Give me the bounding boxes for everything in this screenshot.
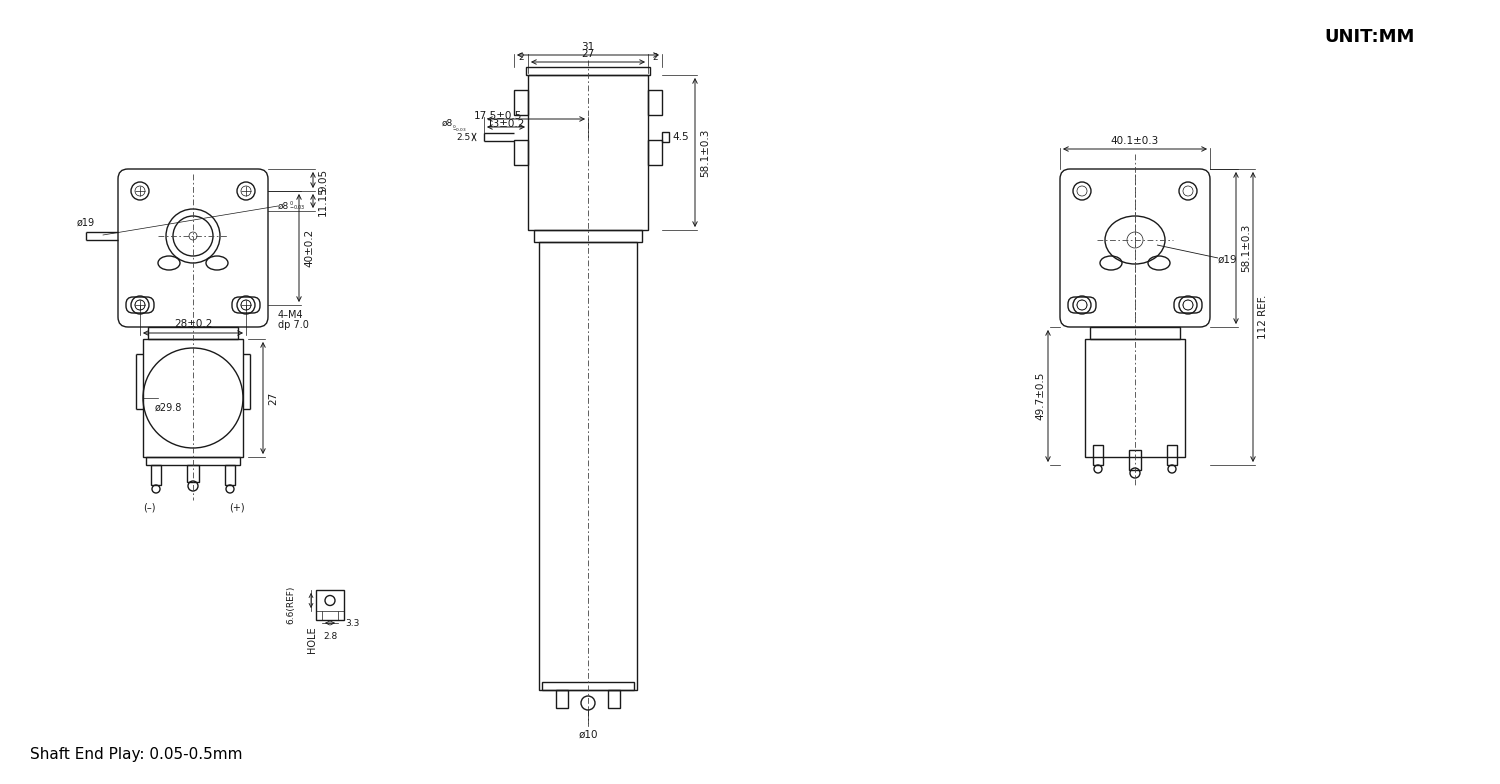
Text: 2.5: 2.5 — [456, 132, 471, 141]
Text: HOLE: HOLE — [308, 626, 316, 653]
Bar — [648, 140, 662, 165]
Bar — [1084, 339, 1185, 457]
Text: ø8: ø8 — [278, 201, 290, 210]
Bar — [534, 230, 642, 242]
Text: Shaft End Play: 0.05-0.5mm: Shaft End Play: 0.05-0.5mm — [30, 747, 243, 763]
Text: 4.5: 4.5 — [672, 132, 688, 142]
Bar — [146, 457, 240, 465]
Bar — [1130, 450, 1142, 470]
Bar — [514, 90, 528, 115]
Text: 2: 2 — [518, 53, 524, 62]
Bar — [1167, 445, 1178, 465]
Text: 31: 31 — [582, 42, 594, 52]
Text: 3.3: 3.3 — [345, 619, 360, 627]
Text: 17.5±0.5: 17.5±0.5 — [474, 111, 522, 121]
Text: 28±0.2: 28±0.2 — [174, 319, 211, 329]
Text: 27: 27 — [268, 391, 278, 405]
Text: 13±0.2: 13±0.2 — [488, 119, 525, 129]
Text: 11.15: 11.15 — [318, 186, 328, 216]
Text: 6.6(REF): 6.6(REF) — [286, 586, 296, 624]
Text: 2.8: 2.8 — [322, 632, 338, 641]
Bar — [225, 465, 236, 485]
Text: ø8: ø8 — [442, 118, 453, 128]
Bar — [526, 67, 650, 75]
Text: 49.7±0.5: 49.7±0.5 — [1035, 372, 1046, 420]
Text: $^{0}_{-0.03}$: $^{0}_{-0.03}$ — [290, 199, 306, 212]
Text: (+): (+) — [230, 503, 244, 513]
Bar — [608, 690, 619, 708]
Bar — [648, 90, 662, 115]
Bar — [528, 75, 648, 230]
Text: ø19: ø19 — [76, 218, 94, 228]
Text: 58.1±0.3: 58.1±0.3 — [700, 129, 709, 176]
Text: 58.1±0.3: 58.1±0.3 — [1240, 223, 1251, 272]
Text: 2: 2 — [652, 53, 658, 62]
Bar — [514, 140, 528, 165]
Bar — [316, 590, 344, 620]
Text: ø10: ø10 — [579, 730, 597, 740]
Bar — [1094, 445, 1102, 465]
Bar — [152, 465, 160, 485]
Text: 9.05: 9.05 — [318, 169, 328, 191]
Text: 4–M4: 4–M4 — [278, 310, 303, 320]
Bar — [662, 132, 669, 142]
Bar — [538, 242, 638, 690]
Bar — [148, 327, 238, 339]
Bar — [556, 690, 568, 708]
Bar — [542, 682, 634, 690]
Text: 40.1±0.3: 40.1±0.3 — [1112, 136, 1160, 146]
Text: ø29.8: ø29.8 — [154, 403, 183, 413]
Text: UNIT:MM: UNIT:MM — [1324, 28, 1414, 46]
Bar — [188, 465, 200, 482]
Text: (–): (–) — [142, 503, 156, 513]
Text: dp 7.0: dp 7.0 — [278, 320, 309, 330]
Text: $^{0}_{-0.03}$: $^{0}_{-0.03}$ — [452, 124, 466, 134]
Text: ø19: ø19 — [1218, 255, 1237, 265]
Text: 27: 27 — [582, 49, 594, 59]
Text: 40±0.2: 40±0.2 — [304, 229, 313, 267]
Bar — [142, 339, 243, 457]
Bar — [1090, 327, 1180, 339]
Text: 112 REF.: 112 REF. — [1258, 295, 1268, 339]
